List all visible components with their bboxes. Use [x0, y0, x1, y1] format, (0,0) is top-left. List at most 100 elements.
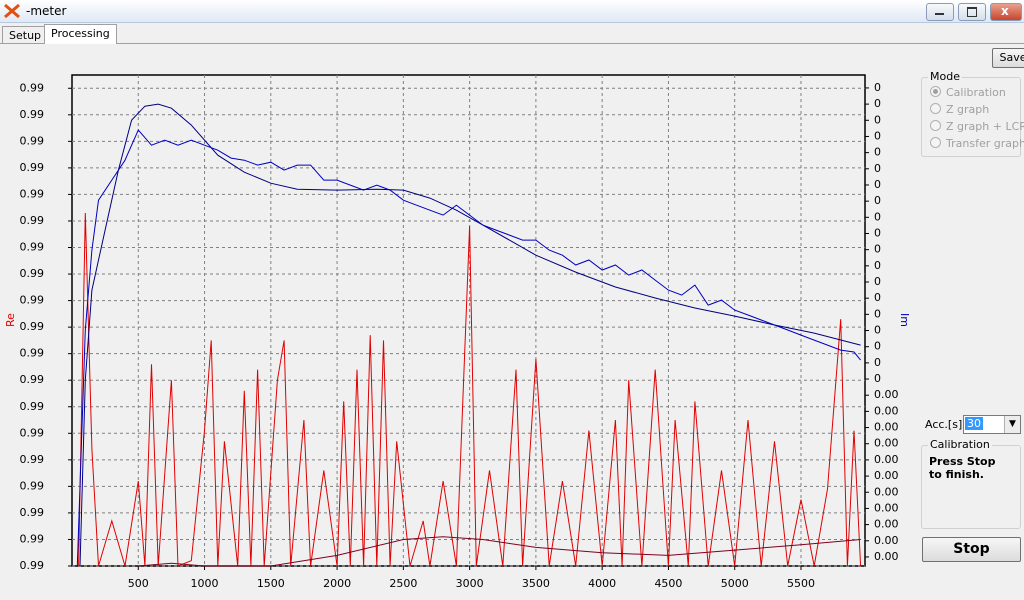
radio-circle: [930, 120, 941, 131]
tab-line: [0, 43, 1024, 44]
y2-tick-label: 0: [874, 162, 881, 175]
y2-tick-label: 0: [874, 356, 881, 369]
y2-tick-label: 0: [874, 113, 881, 126]
y2-tick-label: 0: [874, 194, 881, 207]
y2-tick-label: 0: [874, 146, 881, 159]
y2-tick-label: 0: [874, 307, 881, 320]
y-tick-label: 0.99: [20, 81, 45, 94]
acc-label: Acc.[s]: [925, 418, 963, 431]
y2-tick-label: 0.00: [874, 518, 899, 531]
y2-axis-title: Im: [898, 313, 911, 327]
y-tick-label: 0.99: [20, 506, 45, 519]
x-tick-label: 5000: [721, 577, 749, 590]
status-title: Calibration: [928, 438, 992, 451]
mode-option-label: Z graph + LCR: [946, 120, 1024, 133]
status-message: Press Stop to finish.: [929, 455, 996, 481]
radio-circle: [930, 86, 941, 97]
y-tick-label: 0.99: [20, 320, 45, 333]
y2-tick-label: 0.00: [874, 388, 899, 401]
tab-processing[interactable]: Processing: [44, 24, 117, 44]
y2-tick-label: 0: [874, 259, 881, 272]
y2-tick-label: 0: [874, 372, 881, 385]
mode-option[interactable]: Calibration: [930, 86, 1006, 99]
radio-circle: [930, 103, 941, 114]
y-tick-label: 0.99: [20, 161, 45, 174]
mode-group: Mode Calibration Z graph Z graph + LCR Tran…: [921, 70, 1024, 157]
minimize-button[interactable]: [926, 3, 954, 21]
mode-option[interactable]: Transfer graph: [930, 137, 1024, 150]
y-tick-label: 0.99: [20, 108, 45, 121]
mode-option-label: Z graph: [946, 103, 990, 116]
maximize-button[interactable]: [958, 3, 986, 21]
combo-arrow[interactable]: ▼: [1004, 416, 1020, 433]
y-tick-label: 0.99: [20, 294, 45, 307]
series-line: [79, 103, 861, 567]
y-tick-label: 0.99: [20, 214, 45, 227]
y2-tick-label: 0.00: [874, 404, 899, 417]
series-line: [76, 129, 861, 567]
x-tick-label: 2500: [389, 577, 417, 590]
x-tick-label: 4000: [588, 577, 616, 590]
y-tick-label: 0.99: [20, 559, 45, 572]
series-line: [78, 212, 862, 567]
title-bar: -meter x: [0, 0, 1024, 23]
y2-tick-label: 0.00: [874, 501, 899, 514]
x-tick-label: 2000: [323, 577, 351, 590]
y2-tick-label: 0: [874, 226, 881, 239]
y2-tick-label: 0.00: [874, 469, 899, 482]
y2-tick-label: 0: [874, 97, 881, 110]
x-tick-label: 3000: [456, 577, 484, 590]
y-tick-label: 0.99: [20, 267, 45, 280]
mode-option[interactable]: Z graph: [930, 103, 989, 116]
x-tick-label: 1500: [257, 577, 285, 590]
y-tick-label: 0.99: [20, 400, 45, 413]
y-tick-label: 0.99: [20, 241, 45, 254]
y2-tick-label: 0: [874, 291, 881, 304]
y2-tick-label: 0.00: [874, 453, 899, 466]
y-tick-label: 0.99: [20, 134, 45, 147]
y-tick-label: 0.99: [20, 532, 45, 545]
acc-value: 30: [965, 417, 983, 430]
acc-combo[interactable]: 30 ▼: [963, 415, 1021, 434]
window-title: -meter: [26, 4, 67, 18]
y-tick-label: 0.99: [20, 347, 45, 360]
y2-tick-label: 0: [874, 275, 881, 288]
chart: Re Im 0.99 0.99 0.99 0.99 0.99 0.99 0.99 0.99 0.…: [4, 74, 911, 590]
mode-option[interactable]: Z graph + LCR: [930, 120, 1024, 133]
y2-tick-label: 0: [874, 81, 881, 94]
y-tick-label: 0.99: [20, 479, 45, 492]
y-tick-label: 0.99: [20, 373, 45, 386]
y-tick-label: 0.99: [20, 426, 45, 439]
x-tick-label: 5500: [787, 577, 815, 590]
x-tick-label: 4500: [654, 577, 682, 590]
plot-area: [71, 74, 866, 567]
y2-tick-label: 0.00: [874, 550, 899, 563]
mode-option-label: Transfer graph: [946, 137, 1024, 150]
y-tick-label: 0.99: [20, 187, 45, 200]
close-button[interactable]: x: [990, 3, 1022, 21]
series-line: [138, 536, 861, 567]
y2-tick-label: 0: [874, 178, 881, 191]
y2-tick-label: 0.00: [874, 437, 899, 450]
radio-circle: [930, 137, 941, 148]
y-tick-label: 0.99: [20, 453, 45, 466]
app-icon: [4, 3, 20, 19]
y2-tick-label: 0: [874, 243, 881, 256]
y2-tick-label: 0: [874, 129, 881, 142]
save-button[interactable]: Save: [992, 48, 1024, 68]
y2-tick-label: 0: [874, 210, 881, 223]
x-tick-label: 3500: [522, 577, 550, 590]
status-group: Calibration Press Stop to finish.: [921, 438, 1021, 529]
y2-tick-label: 0: [874, 324, 881, 337]
x-tick-label: 1000: [191, 577, 219, 590]
mode-option-label: Calibration: [946, 86, 1006, 99]
tab-setup[interactable]: Setup: [2, 26, 49, 43]
x-tick-label: 500: [128, 577, 149, 590]
y2-tick-label: 0.00: [874, 485, 899, 498]
stop-button[interactable]: Stop: [922, 537, 1021, 562]
mode-title: Mode: [928, 70, 962, 83]
y2-tick-label: 0: [874, 340, 881, 353]
y-axis-title: Re: [4, 313, 17, 327]
y2-tick-label: 0.00: [874, 421, 899, 434]
